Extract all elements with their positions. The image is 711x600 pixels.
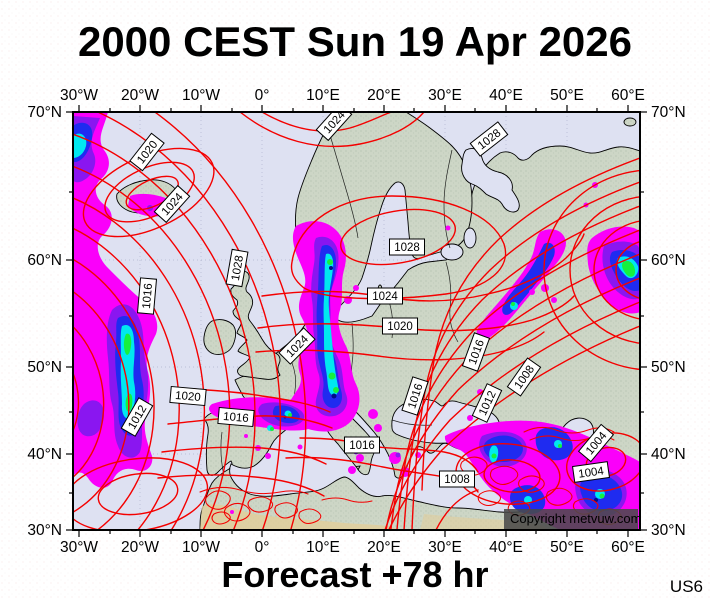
isobar-label-box [136,277,158,315]
forecast-label: Forecast +78 hr [221,554,488,595]
isobar-label-box [461,332,491,372]
isobar-label-box [471,383,503,423]
isobar-label-value: 1008 [444,474,470,486]
lon-label-top: 30°W [60,87,98,104]
isobar-label-value: 1028 [394,242,420,254]
lon-label-top: 30°E [428,87,462,104]
isobar-label-box [120,397,154,437]
isobar-label-value: 1004 [578,465,606,481]
isobar-label-value: 1016 [223,411,250,425]
lon-label-bottom: 50°E [550,539,584,556]
isobar-label-value: 1024 [372,291,398,303]
axes-layer: 30°W 30°W 20°W 20°W 10°W 10°W 0° 0° 10°E 10°E 20°E… [27,87,685,556]
map-frame [72,111,641,531]
isobar-label: 1024 [367,287,403,305]
isobar-label: 1028 [389,238,425,256]
lon-label-bottom: 60°E [611,539,645,556]
lon-label-top: 20°E [367,87,401,104]
lat-label-right: 30°N [651,522,686,539]
isobar-label-value: 1028 [230,255,246,282]
lon-label-bottom: 30°E [428,539,462,556]
isobar-label-box [577,423,615,463]
lon-label-bottom: 20°E [367,539,401,556]
isobar-label-box [571,461,611,483]
lon-label-top: 60°E [611,87,645,104]
lat-label-left: 70°N [27,104,62,121]
lon-label-bottom: 30°W [60,539,98,556]
copyright-badge: Copyright metvuw.com [504,509,642,529]
lon-label-top: 50°E [550,87,584,104]
lon-label-top: 10°E [306,87,340,104]
lon-label-bottom: 10°E [306,539,340,556]
isobar-label: 1016 [401,376,429,416]
lon-label-bottom: 0° [255,539,270,556]
isobar-label-box [225,248,249,288]
lon-label-bottom: 10°W [182,539,220,556]
isobar-label-value: 1016 [349,440,375,452]
isobar-label-box [382,317,418,335]
lon-label-top: 20°W [121,87,159,104]
landmass-great-britain [230,270,281,380]
isobar-label: 1020 [382,317,418,335]
lake-ladoga [440,243,464,261]
isobar-label: 1016 [217,406,255,428]
isobar-label: 1016 [461,332,491,372]
lake-onega [463,227,477,249]
model-code: US6 [670,577,703,596]
lat-label-left: 40°N [27,446,62,463]
isobar-label-box [278,327,316,365]
isobar-label-box [217,406,255,428]
lon-label-top: 0° [255,87,270,104]
copyright-text: Copyright metvuw.com [510,511,642,526]
island-novaya-zemlya [623,117,637,127]
lon-label-top: 10°W [182,87,220,104]
isobar-label-box [389,238,425,256]
isobar-label: 1028 [225,248,249,288]
isobar-label: 1016 [136,277,158,315]
lat-label-left: 60°N [27,252,62,269]
isobar-label: 1004 [571,461,611,483]
isobar-label: 1016 [344,436,380,454]
lat-label-right: 60°N [651,252,686,269]
isobar-label: 1008 [439,470,475,488]
isobar-label-value: 1020 [175,390,202,404]
lon-label-bottom: 20°W [121,539,159,556]
isobar-label-box [439,470,475,488]
lat-label-left: 50°N [27,359,62,376]
lat-label-right: 40°N [651,446,686,463]
isobar-label-box [153,184,191,224]
isobar-label-box [169,385,207,407]
isobar-label-value: 1020 [387,321,413,333]
lon-label-bottom: 40°E [489,539,523,556]
sea-white [461,147,520,213]
isobar-label-box [129,132,165,172]
isobar-label-box [401,376,429,416]
lon-label-top: 40°E [489,87,523,104]
isobar-label: 1020 [169,385,207,407]
isobar-label-box [469,121,509,157]
isobar-label-box [506,357,542,397]
isobar-label-value: 1016 [141,283,155,310]
lat-label-right: 70°N [651,104,686,121]
page-title: 2000 CEST Sun 19 Apr 2026 [78,18,632,65]
lat-label-right: 50°N [651,359,686,376]
lat-label-left: 30°N [27,522,62,539]
isobar-label-box [367,287,403,305]
isobar-label-box [344,436,380,454]
